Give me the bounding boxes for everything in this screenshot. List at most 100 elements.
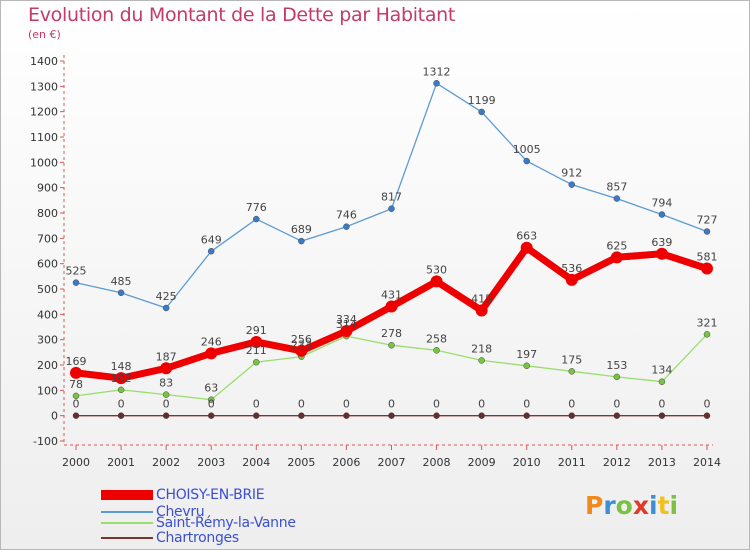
data-label-chartronges: 0: [343, 398, 350, 411]
data-label-choisy-en-brie: 536: [561, 262, 582, 275]
logo-letter: o: [615, 491, 633, 520]
data-point-chevru: [72, 279, 80, 286]
data-point-chartronges: [207, 412, 215, 419]
data-point-choisy-en-brie: [295, 344, 308, 357]
legend-item-chevru[interactable]: Chevru: [101, 504, 205, 520]
x-tick-label: 2004: [242, 456, 270, 469]
x-tick-label: 2005: [287, 456, 315, 469]
data-label-chartronges: 0: [658, 398, 665, 411]
data-label-choisy-en-brie: 663: [516, 230, 537, 243]
data-label-choisy-en-brie: 639: [651, 236, 672, 249]
data-label-choisy-en-brie: 187: [156, 350, 177, 363]
data-point-choisy-en-brie: [430, 275, 443, 288]
y-tick-label: 100: [37, 384, 58, 397]
data-label-chevru: 1312: [423, 65, 451, 78]
data-label-choisy-en-brie: 581: [696, 250, 717, 263]
data-label-chevru: 746: [336, 209, 357, 222]
data-label-chevru: 817: [381, 191, 402, 204]
data-label-choisy-en-brie: 256: [291, 333, 312, 346]
logo-letter: t: [657, 491, 670, 520]
legend-swatch-saint-remy: [101, 522, 153, 524]
x-tick-label: 2008: [423, 456, 451, 469]
data-label-choisy-en-brie: 625: [606, 239, 627, 252]
data-point-chevru: [117, 289, 125, 297]
data-label-chartronges: 0: [208, 398, 215, 411]
data-point-chartronges: [388, 412, 395, 419]
data-point-chevru: [388, 205, 395, 212]
data-point-chevru: [253, 215, 260, 223]
data-label-chartronges: 0: [613, 398, 620, 411]
data-label-saint-r-my-la-vanne: 83: [159, 377, 173, 390]
data-point-chevru: [478, 108, 485, 116]
data-label-choisy-en-brie: 415: [471, 293, 492, 306]
legend-item-chartronges[interactable]: Chartronges: [101, 530, 239, 546]
legend-item-saint-remy[interactable]: Saint-Rémy-la-Vanne: [101, 515, 296, 531]
y-tick-label: 1200: [30, 106, 58, 119]
x-tick-label: 2007: [377, 456, 405, 469]
data-label-saint-r-my-la-vanne: 197: [516, 348, 537, 361]
data-label-chartronges: 0: [388, 398, 395, 411]
x-tick-label: 2010: [513, 456, 541, 469]
chart-title: Evolution du Montant de la Dette par Hab…: [28, 4, 456, 26]
data-point-choisy-en-brie: [475, 304, 488, 317]
data-label-choisy-en-brie: 246: [201, 335, 222, 348]
data-point-chevru: [568, 181, 576, 188]
data-label-saint-r-my-la-vanne: 78: [69, 378, 83, 391]
data-label-chevru: 794: [651, 197, 672, 210]
axes: -100010020030040050060070080090010001100…: [30, 55, 721, 469]
data-point-chartronges: [613, 412, 621, 419]
x-tick-label: 2011: [558, 456, 586, 469]
data-point-chevru: [433, 80, 440, 87]
data-label-saint-r-my-la-vanne: 233: [291, 339, 312, 352]
data-label-saint-r-my-la-vanne: 153: [606, 359, 627, 372]
data-label-chartronges: 0: [118, 398, 125, 411]
data-label-chevru: 425: [156, 290, 177, 303]
data-point-chartronges: [343, 412, 350, 419]
y-tick-label: 300: [37, 334, 58, 347]
data-point-chartronges: [523, 412, 530, 419]
x-tick-label: 2012: [603, 456, 631, 469]
data-label-chartronges: 0: [478, 398, 485, 411]
legend-swatch-choisy: [101, 490, 153, 500]
data-point-choisy-en-brie: [160, 362, 173, 375]
data-label-choisy-en-brie: 148: [111, 360, 132, 373]
data-label-chevru: 776: [246, 201, 267, 214]
data-point-chevru: [162, 304, 170, 312]
data-label-chevru: 649: [201, 233, 222, 246]
legend-item-choisy[interactable]: CHOISY-EN-BRIE: [101, 487, 265, 503]
data-point-saint-r-my-la-vanne: [658, 378, 666, 385]
data-label-chevru: 727: [696, 213, 717, 226]
data-label-saint-r-my-la-vanne: 314: [336, 318, 357, 331]
data-label-choisy-en-brie: 431: [381, 288, 402, 301]
data-point-saint-r-my-la-vanne: [613, 373, 621, 381]
y-tick-label: 600: [37, 258, 58, 271]
data-point-choisy-en-brie: [655, 247, 668, 260]
legend-label-choisy: CHOISY-EN-BRIE: [156, 487, 265, 503]
data-point-saint-r-my-la-vanne: [253, 358, 260, 366]
y-tick-label: 200: [37, 359, 58, 372]
data-point-chevru: [703, 228, 711, 235]
data-label-chartronges: 0: [73, 398, 80, 411]
data-point-chartronges: [478, 412, 485, 419]
data-point-chevru: [523, 157, 530, 165]
x-tick-label: 2013: [648, 456, 676, 469]
data-point-saint-r-my-la-vanne: [207, 396, 215, 403]
y-tick-label: 800: [37, 207, 58, 220]
data-label-chevru: 689: [291, 223, 312, 236]
data-label-saint-r-my-la-vanne: 278: [381, 327, 402, 340]
data-point-chartronges: [72, 412, 80, 419]
data-point-saint-r-my-la-vanne: [162, 391, 170, 398]
data-point-chartronges: [253, 412, 260, 419]
data-label-chevru: 1199: [468, 94, 496, 107]
x-tick-label: 2009: [468, 456, 496, 469]
data-label-chartronges: 0: [568, 398, 575, 411]
data-point-chartronges: [298, 412, 305, 419]
data-label-chevru: 857: [606, 181, 627, 194]
y-tick-label: 0: [51, 410, 58, 423]
data-label-chartronges: 0: [253, 398, 260, 411]
data-point-choisy-en-brie: [115, 372, 128, 385]
data-label-saint-r-my-la-vanne: 175: [561, 353, 582, 366]
data-point-choisy-en-brie: [250, 335, 263, 348]
